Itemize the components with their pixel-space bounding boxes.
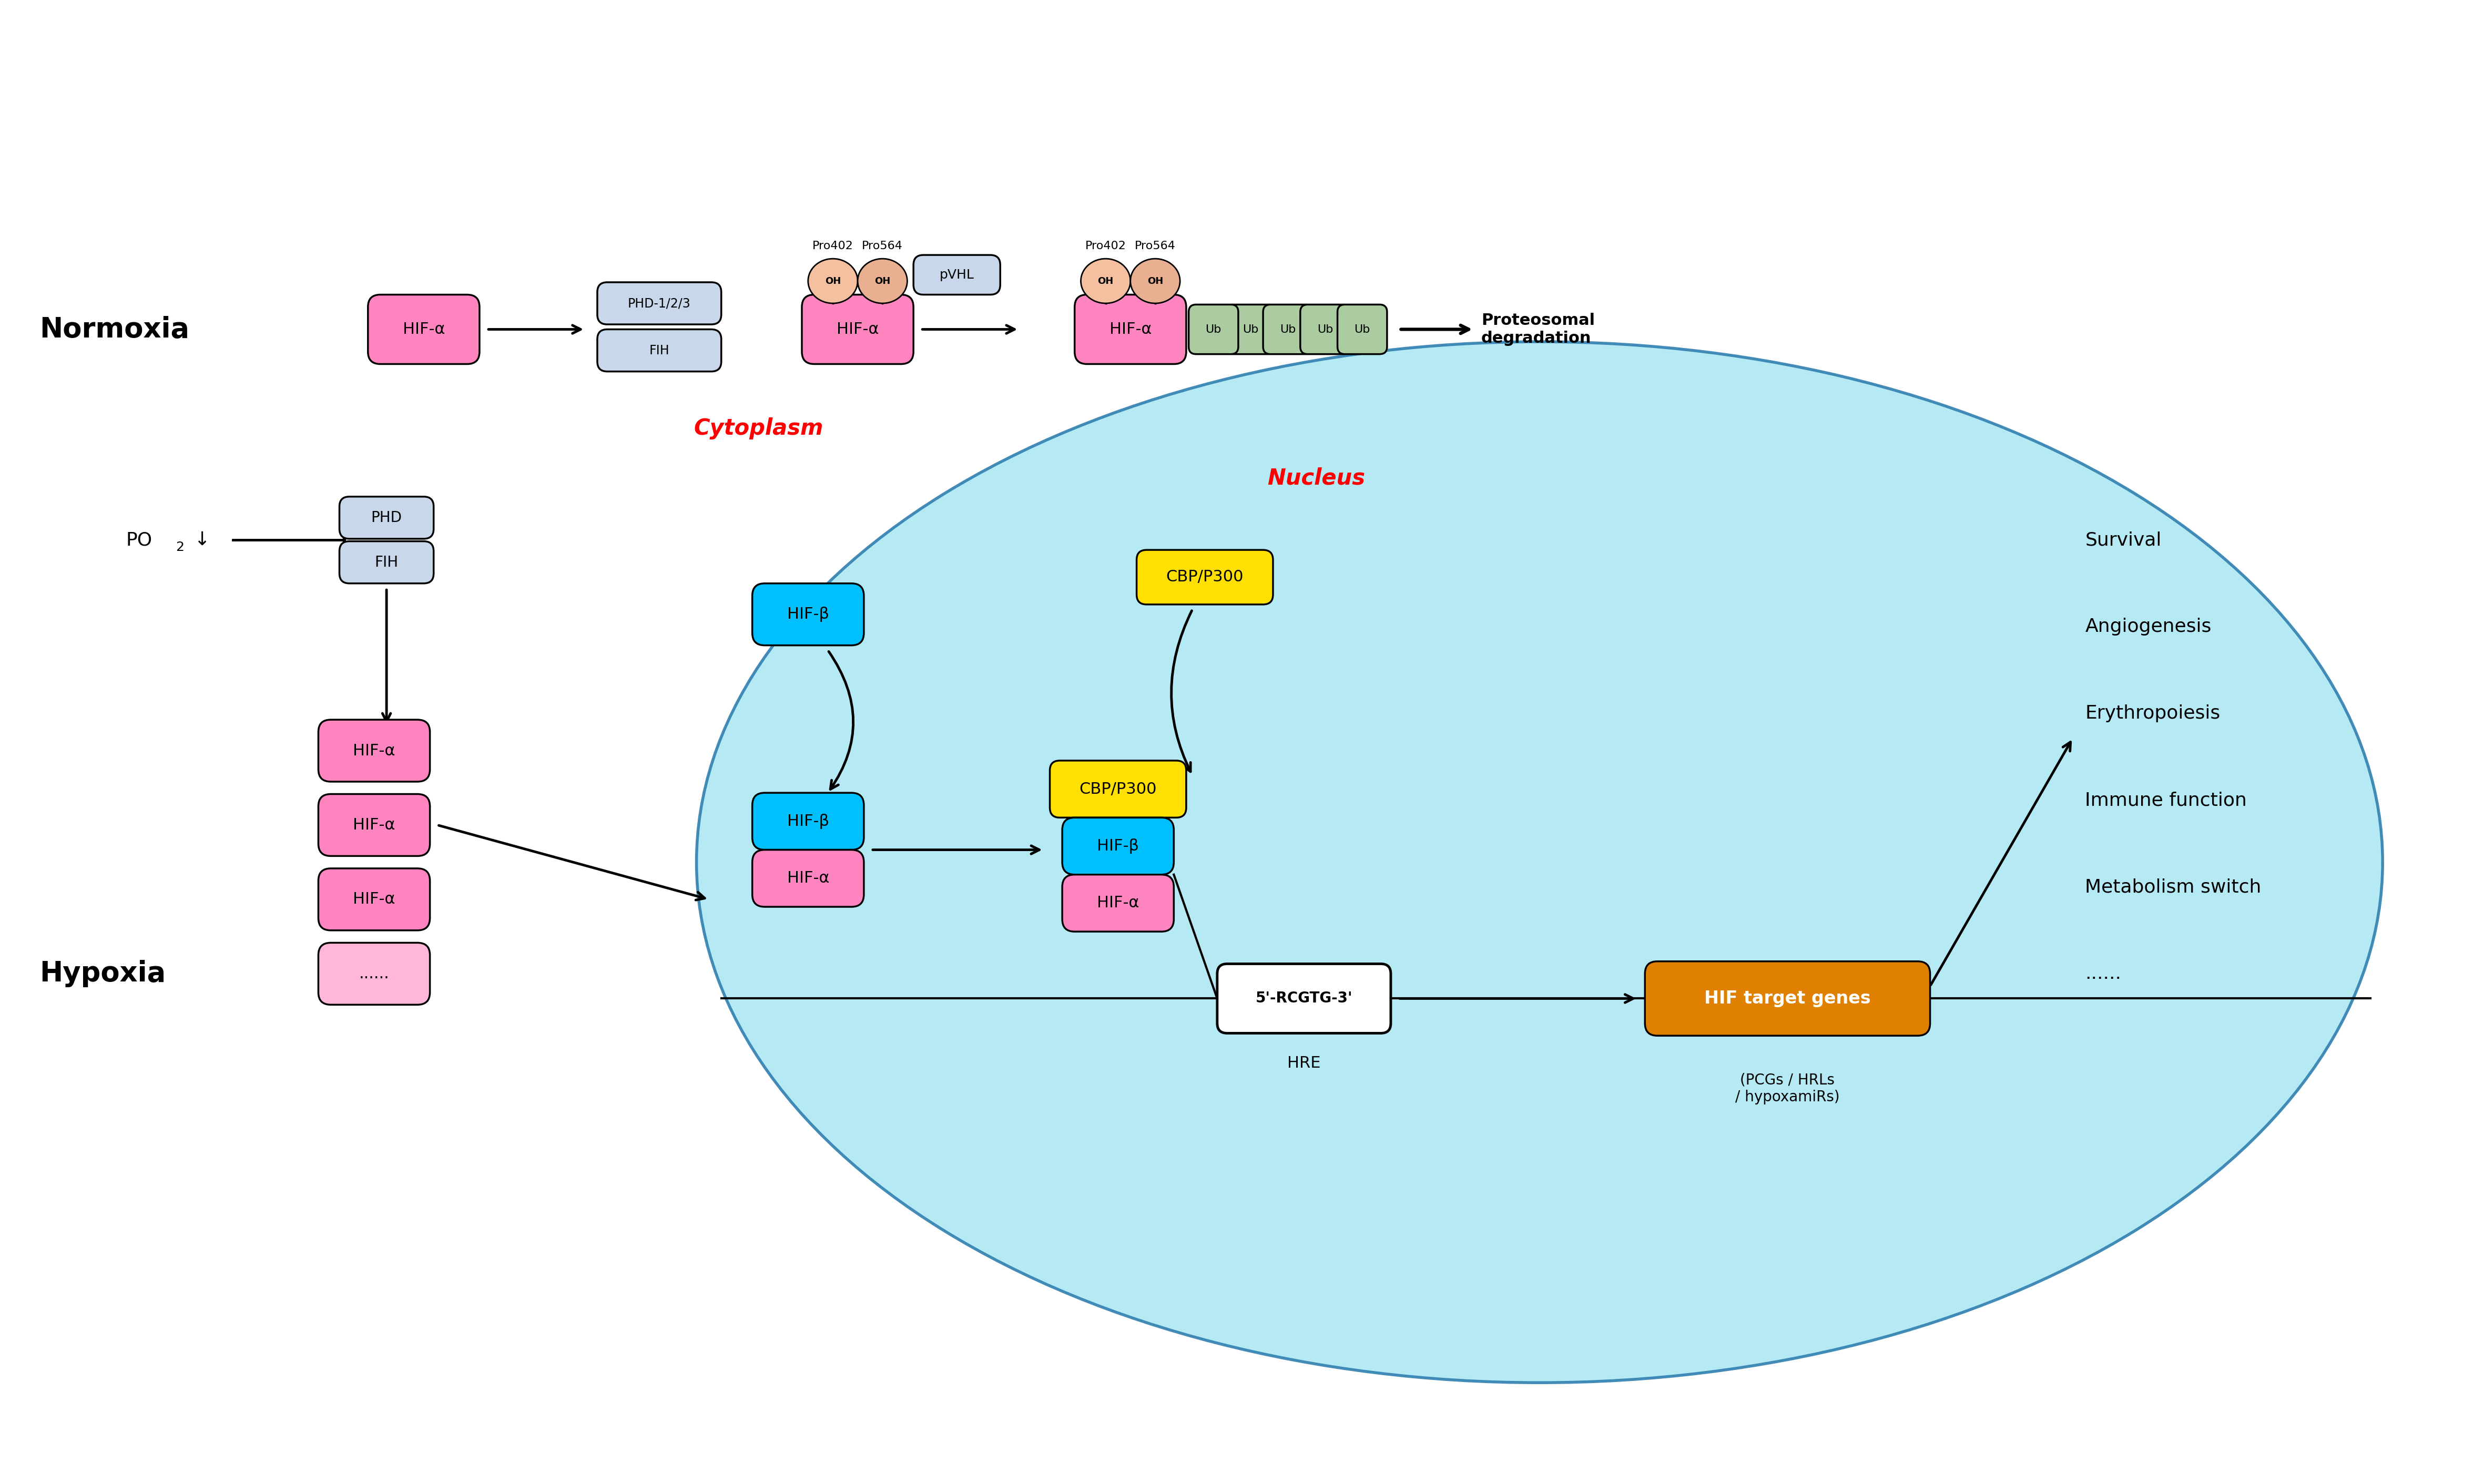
Text: Cytoplasm: Cytoplasm <box>693 417 822 439</box>
Text: PHD: PHD <box>370 510 402 525</box>
FancyBboxPatch shape <box>1217 963 1391 1033</box>
FancyBboxPatch shape <box>318 868 430 930</box>
FancyBboxPatch shape <box>1644 962 1930 1036</box>
Text: Pro402: Pro402 <box>812 240 854 251</box>
Text: HIF-β: HIF-β <box>787 607 830 622</box>
Text: Pro402: Pro402 <box>1086 240 1125 251</box>
Text: Pro564: Pro564 <box>1135 240 1175 251</box>
FancyBboxPatch shape <box>368 295 479 364</box>
Text: Normoxia: Normoxia <box>40 316 189 343</box>
FancyBboxPatch shape <box>1138 551 1272 604</box>
Text: HIF-α: HIF-α <box>353 743 395 758</box>
FancyBboxPatch shape <box>596 329 720 371</box>
Text: Erythropoiesis: Erythropoiesis <box>2084 705 2221 723</box>
Text: Nucleus: Nucleus <box>1267 467 1366 490</box>
Text: Angiogenesis: Angiogenesis <box>2084 617 2211 635</box>
Ellipse shape <box>1081 258 1130 303</box>
Text: 2: 2 <box>176 542 184 554</box>
FancyBboxPatch shape <box>753 792 864 850</box>
Text: ......: ...... <box>360 966 390 981</box>
Text: HIF-α: HIF-α <box>787 871 830 886</box>
Text: HIF-α: HIF-α <box>1098 895 1140 911</box>
Text: FIH: FIH <box>375 555 397 570</box>
FancyBboxPatch shape <box>1299 304 1349 355</box>
FancyBboxPatch shape <box>596 282 720 325</box>
Text: HIF-α: HIF-α <box>402 322 445 337</box>
Text: HIF-α: HIF-α <box>353 818 395 833</box>
Ellipse shape <box>696 341 2382 1383</box>
Text: ......: ...... <box>2084 965 2121 982</box>
Text: pVHL: pVHL <box>939 269 974 280</box>
Text: Ub: Ub <box>1279 324 1297 334</box>
Ellipse shape <box>807 258 857 303</box>
Text: PO: PO <box>127 531 152 549</box>
Text: FIH: FIH <box>648 344 671 356</box>
Text: HIF-α: HIF-α <box>353 892 395 907</box>
Text: HIF-α: HIF-α <box>837 322 879 337</box>
FancyBboxPatch shape <box>318 942 430 1005</box>
Text: Ub: Ub <box>1317 324 1334 334</box>
Text: Survival: Survival <box>2084 531 2161 549</box>
Ellipse shape <box>1130 258 1180 303</box>
FancyBboxPatch shape <box>1336 304 1386 355</box>
Text: HIF-α: HIF-α <box>1110 322 1153 337</box>
Ellipse shape <box>857 258 907 303</box>
Text: Ub: Ub <box>1354 324 1371 334</box>
Text: Metabolism switch: Metabolism switch <box>2084 879 2260 896</box>
FancyBboxPatch shape <box>1227 304 1274 355</box>
FancyBboxPatch shape <box>914 255 1001 295</box>
FancyBboxPatch shape <box>318 794 430 856</box>
FancyBboxPatch shape <box>1063 874 1175 932</box>
FancyBboxPatch shape <box>1051 761 1187 818</box>
FancyBboxPatch shape <box>1063 818 1175 874</box>
FancyBboxPatch shape <box>340 542 435 583</box>
Text: CBP/P300: CBP/P300 <box>1078 782 1158 797</box>
FancyBboxPatch shape <box>753 583 864 646</box>
Text: Immune function: Immune function <box>2084 791 2248 809</box>
FancyBboxPatch shape <box>1190 304 1240 355</box>
Text: Ub: Ub <box>1205 324 1222 334</box>
Text: HIF-β: HIF-β <box>787 813 830 830</box>
Text: ↓: ↓ <box>189 531 211 549</box>
Text: HIF target genes: HIF target genes <box>1704 990 1870 1008</box>
FancyBboxPatch shape <box>340 497 435 539</box>
Text: OH: OH <box>1148 276 1163 286</box>
FancyBboxPatch shape <box>1076 295 1187 364</box>
FancyBboxPatch shape <box>753 850 864 907</box>
Text: 5'-RCGTG-3': 5'-RCGTG-3' <box>1254 991 1351 1006</box>
FancyBboxPatch shape <box>1262 304 1312 355</box>
Text: HIF-β: HIF-β <box>1098 838 1140 853</box>
Text: (PCGs / HRLs
/ hypoxamiRs): (PCGs / HRLs / hypoxamiRs) <box>1736 1073 1841 1104</box>
Text: Proteosomal
degradation: Proteosomal degradation <box>1480 313 1595 346</box>
Text: PHD-1/2/3: PHD-1/2/3 <box>628 297 691 310</box>
Text: OH: OH <box>874 276 889 286</box>
Text: Pro564: Pro564 <box>862 240 902 251</box>
Text: Hypoxia: Hypoxia <box>40 960 166 987</box>
Text: OH: OH <box>825 276 840 286</box>
Text: CBP/P300: CBP/P300 <box>1165 570 1244 585</box>
Text: OH: OH <box>1098 276 1113 286</box>
FancyBboxPatch shape <box>318 720 430 782</box>
FancyBboxPatch shape <box>802 295 914 364</box>
Text: Ub: Ub <box>1242 324 1259 334</box>
Text: HRE: HRE <box>1287 1055 1321 1070</box>
